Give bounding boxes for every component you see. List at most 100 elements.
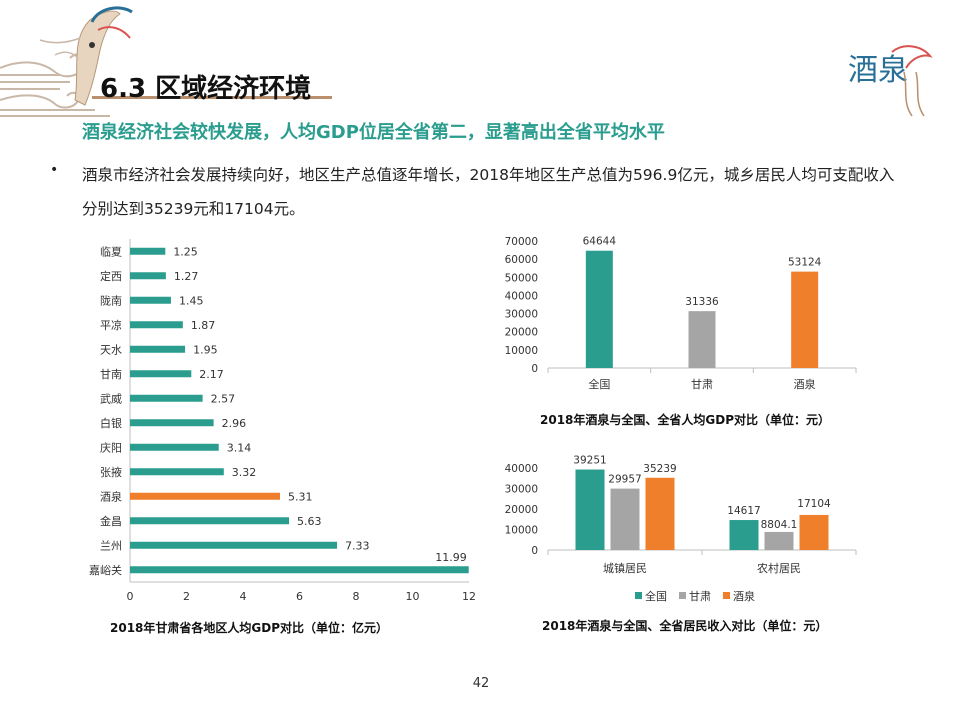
bar <box>130 492 281 500</box>
bar <box>688 311 716 368</box>
category-label: 天水 <box>100 343 122 356</box>
category-label: 白银 <box>100 416 122 430</box>
category-label: 全国 <box>588 377 610 391</box>
gdp-chart-caption: 2018年酒泉与全国、全省人均GDP对比（单位：元） <box>540 413 831 427</box>
bar <box>610 488 640 550</box>
data-label: 35239 <box>643 463 676 475</box>
y-tick-label: 30000 <box>505 309 538 321</box>
bar <box>130 419 214 427</box>
title-underline <box>92 96 332 99</box>
data-label: 8804.1 <box>761 519 798 531</box>
flying-figure-icon <box>39 6 133 106</box>
bar <box>130 517 290 525</box>
data-label: 3.14 <box>227 441 252 454</box>
page-number: 42 <box>472 676 490 691</box>
page-subtitle: 酒泉经济社会较快发展，人均GDP位居全省第二，显著高出全省平均水平 <box>82 122 665 143</box>
bar <box>130 296 171 304</box>
bar <box>130 345 186 353</box>
y-tick-label: 0 <box>531 363 538 375</box>
category-label: 城镇居民 <box>603 561 647 575</box>
category-label: 定西 <box>100 269 122 283</box>
bar <box>130 566 469 574</box>
category-label: 酒泉 <box>794 377 816 391</box>
category-label: 庆阳 <box>100 440 122 454</box>
bar <box>585 250 613 368</box>
data-label: 64644 <box>583 236 617 248</box>
x-tick-label: 2 <box>183 590 190 603</box>
category-label: 武威 <box>100 392 122 405</box>
bar <box>645 477 675 550</box>
y-tick-label: 10000 <box>505 525 538 537</box>
category-label: 甘南 <box>100 368 122 381</box>
data-label: 11.99 <box>435 551 467 564</box>
data-label: 31336 <box>685 296 719 308</box>
gansu-regions-chart: 临夏 1.25 定西 1.27 陇南 1.45 平凉 1.87 天水 1.95 甘南 2.17 武威 2.… <box>89 239 476 603</box>
bar <box>130 541 338 549</box>
bar <box>130 321 183 329</box>
bar <box>764 531 794 550</box>
y-tick-label: 30000 <box>505 484 538 496</box>
income-chart-caption: 2018年酒泉与全国、全省居民收入对比（单位：元） <box>542 619 828 633</box>
category-label: 酒泉 <box>100 489 122 503</box>
legend-swatch <box>635 592 642 599</box>
x-tick-label: 4 <box>240 590 247 603</box>
y-tick-label: 0 <box>531 545 538 557</box>
data-label: 14617 <box>727 505 760 517</box>
legend-label: 全国 <box>645 589 667 603</box>
category-label: 农村居民 <box>757 561 801 575</box>
bullet-icon: • <box>50 162 59 178</box>
y-tick-label: 20000 <box>505 327 538 339</box>
legend-swatch <box>723 592 730 599</box>
bar <box>130 247 166 255</box>
bar <box>575 469 605 550</box>
y-tick-label: 10000 <box>505 345 538 357</box>
category-label: 兰州 <box>100 539 122 552</box>
bar <box>130 468 224 476</box>
y-tick-label: 60000 <box>505 254 538 266</box>
bar <box>130 394 203 402</box>
bar <box>799 514 829 550</box>
data-label: 17104 <box>797 498 831 510</box>
bar <box>130 443 219 451</box>
category-label: 平凉 <box>100 318 122 332</box>
y-tick-label: 50000 <box>505 272 538 284</box>
y-tick-label: 40000 <box>505 463 538 475</box>
bar <box>130 370 192 378</box>
y-tick-label: 40000 <box>505 290 538 302</box>
data-label: 7.33 <box>345 539 370 552</box>
logo-char-1: 酒泉 <box>848 53 908 88</box>
category-label: 张掖 <box>100 465 122 479</box>
page-title: 6.3 区域经济环境 <box>100 74 312 104</box>
jiuquan-logo: 酒泉 <box>848 45 933 117</box>
bar <box>791 271 819 368</box>
data-label: 5.63 <box>297 515 322 528</box>
bullet-text: 酒泉市经济社会发展持续向好，地区生产总值逐年增长，2018年地区生产总值为596… <box>82 166 895 218</box>
data-label: 1.27 <box>174 270 199 283</box>
bar <box>729 520 759 550</box>
per-capita-gdp-chart: 0 10000 20000 30000 40000 50000 60000 70000 6464… <box>505 236 857 391</box>
x-tick-label: 10 <box>406 590 420 603</box>
legend-label: 酒泉 <box>733 589 755 603</box>
y-tick-label: 70000 <box>505 236 538 248</box>
x-tick-label: 6 <box>296 590 303 603</box>
gansu-chart-caption: 2018年甘肃省各地区人均GDP对比（单位：亿元） <box>110 621 389 635</box>
data-label: 1.87 <box>191 319 216 332</box>
category-label: 陇南 <box>100 293 122 307</box>
header-cloud-decoration <box>0 6 332 117</box>
category-label: 金昌 <box>100 514 122 528</box>
data-label: 53124 <box>788 257 822 269</box>
data-label: 5.31 <box>288 490 313 503</box>
bar <box>130 272 166 280</box>
data-label: 29957 <box>608 474 641 486</box>
data-label: 2.57 <box>211 392 236 405</box>
category-label: 甘肃 <box>691 378 713 391</box>
legend-swatch <box>679 592 686 599</box>
x-tick-label: 8 <box>353 590 360 603</box>
y-tick-label: 20000 <box>505 504 538 516</box>
data-label: 1.45 <box>179 294 204 307</box>
data-label: 1.95 <box>193 343 218 356</box>
data-label: 39251 <box>573 455 606 467</box>
x-tick-label: 0 <box>127 590 134 603</box>
data-label: 2.17 <box>199 368 224 381</box>
